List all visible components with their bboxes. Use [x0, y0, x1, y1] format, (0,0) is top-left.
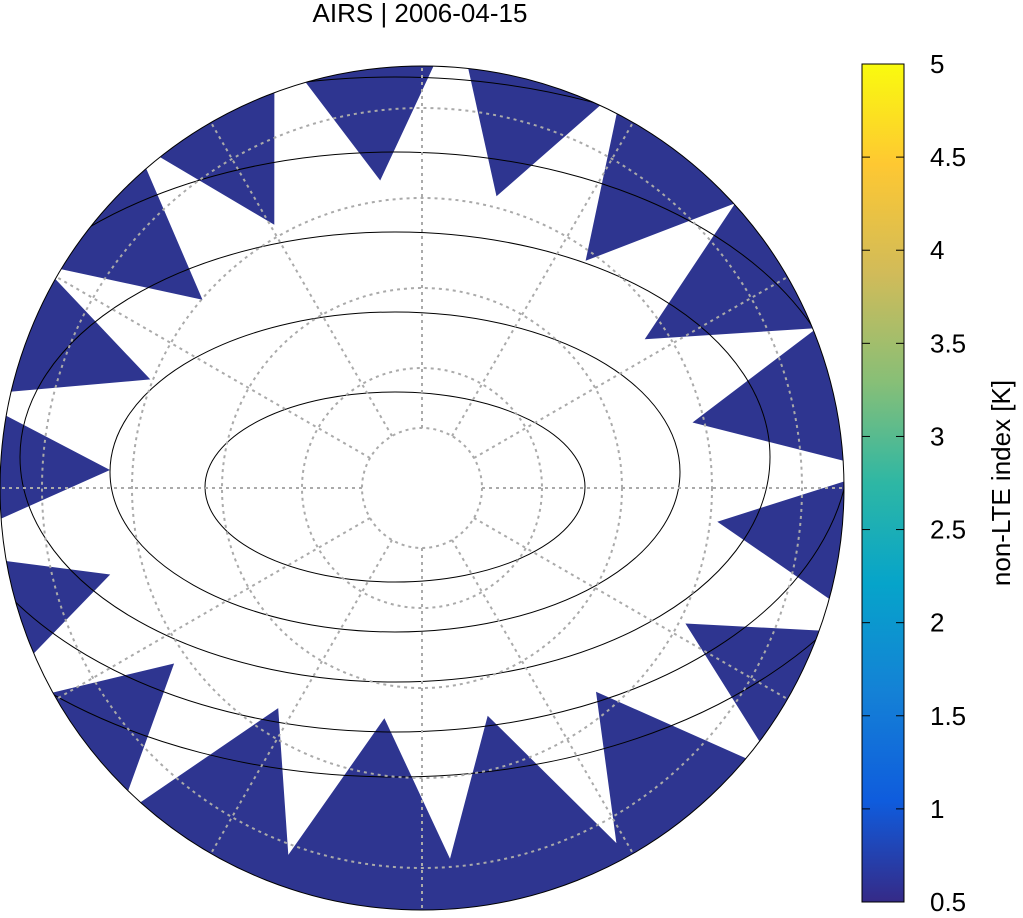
- meridian: [451, 539, 638, 861]
- map-border: [0, 65, 845, 911]
- colorbar: [861, 63, 905, 903]
- colorbar-tick-label: 3.5: [930, 328, 966, 358]
- colorbar-tick-label: 4.5: [930, 142, 966, 172]
- map: [0, 66, 844, 910]
- graticule-circle: [41, 107, 803, 869]
- meridian: [451, 115, 638, 437]
- colorbar-tick-label: 0.5: [930, 887, 966, 913]
- latitude-line: [0, 76, 844, 778]
- latitude-line: [109, 311, 681, 633]
- graticule-circle: [131, 197, 713, 779]
- colorbar-tick-label: 4: [930, 235, 944, 265]
- graticule-circle: [301, 367, 543, 609]
- colorbar-tick-label: 1: [930, 794, 944, 824]
- latitude-line: [0, 151, 844, 733]
- graticule: [0, 66, 844, 910]
- meridian: [206, 115, 393, 437]
- data-gap: [0, 66, 844, 859]
- meridian: [206, 539, 393, 861]
- colorbar-label: non-LTE index [K]: [986, 380, 1016, 586]
- meridian: [49, 272, 371, 459]
- chart-title: AIRS | 2006-04-15: [313, 0, 528, 28]
- meridian: [49, 517, 371, 704]
- colorbar-tick-label: 1.5: [930, 701, 966, 731]
- colorbar-tick-label: 2: [930, 608, 944, 638]
- colorbar-tick-label: 2.5: [930, 515, 966, 545]
- colorbar-tick-label: 5: [930, 49, 944, 79]
- meridian: [473, 517, 795, 704]
- colorbar-tick-label: 3: [930, 421, 944, 451]
- meridian: [473, 272, 795, 459]
- latitude-line: [19, 231, 771, 683]
